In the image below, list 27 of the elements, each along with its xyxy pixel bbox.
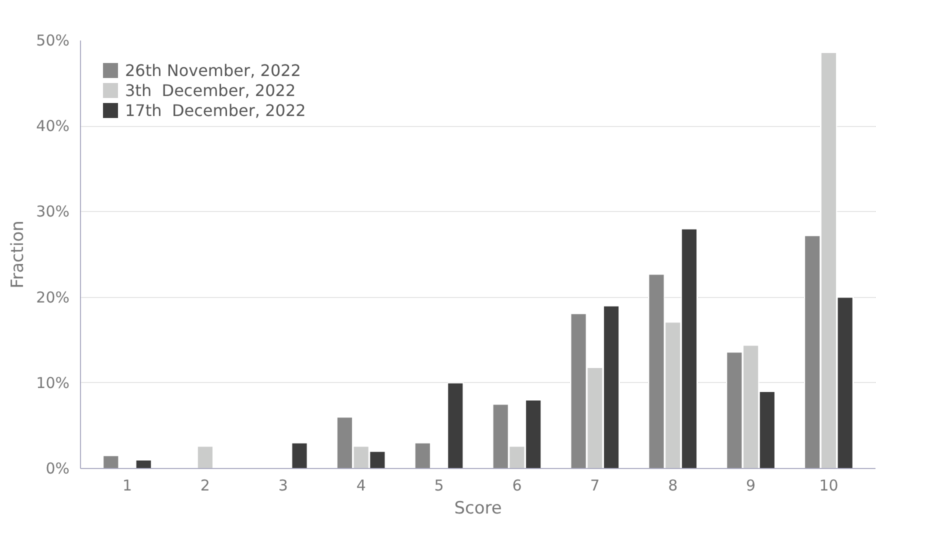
y-tick-label: 20% — [36, 288, 70, 306]
bar — [102, 455, 120, 468]
x-tick-label: 3 — [278, 476, 288, 494]
legend-label: 17th December, 2022 — [125, 100, 306, 120]
legend-label: 3th December, 2022 — [125, 80, 296, 100]
x-tick-label: 10 — [819, 476, 838, 494]
x-tick-label: 6 — [512, 476, 522, 494]
x-tick-label: 7 — [590, 476, 600, 494]
y-axis-title: Fraction — [8, 220, 28, 288]
bar — [414, 442, 431, 468]
y-tick-label: 30% — [36, 202, 70, 221]
x-tick-label: 2 — [200, 476, 210, 494]
bar — [135, 459, 152, 468]
y-tick-label: 0% — [46, 460, 70, 478]
x-axis-title: Score — [454, 498, 502, 518]
x-tick-label: 9 — [746, 476, 756, 494]
bar — [291, 442, 308, 468]
x-tick-label: 4 — [356, 476, 366, 494]
x-tick-label: 8 — [668, 476, 678, 494]
bar — [447, 382, 464, 468]
bar — [196, 446, 214, 468]
y-tick-label: 10% — [36, 374, 70, 392]
legend-label: 26th November, 2022 — [125, 60, 301, 80]
y-tick-label: 50% — [36, 32, 70, 50]
y-tick-label: 40% — [36, 117, 70, 136]
x-tick-label: 5 — [434, 476, 444, 494]
x-tick-label: 1 — [122, 476, 132, 494]
